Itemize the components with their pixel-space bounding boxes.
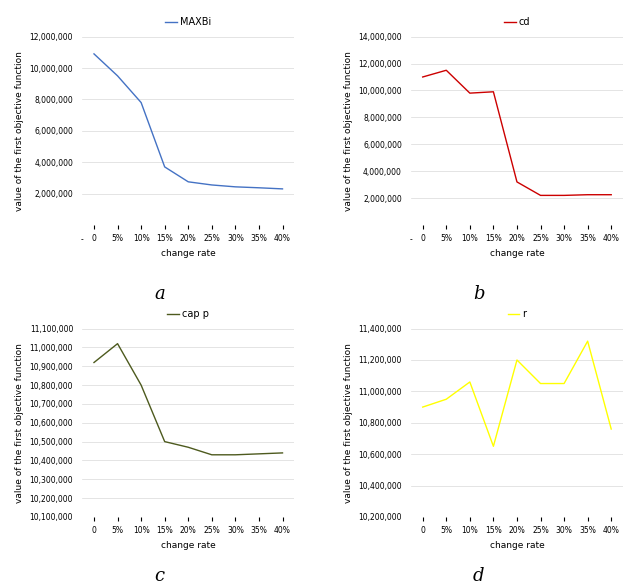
Text: c: c <box>154 567 165 582</box>
r <box>584 338 591 345</box>
cap p <box>161 438 168 445</box>
r <box>419 403 427 410</box>
Y-axis label: value of the first objective function: value of the first objective function <box>344 51 353 211</box>
Y-axis label: value of the first objective function: value of the first objective function <box>344 343 353 503</box>
Line: cd: cd <box>423 70 611 196</box>
Legend: r: r <box>508 309 526 319</box>
cap p <box>232 451 239 458</box>
cd <box>560 192 568 199</box>
MAXBi <box>114 72 121 79</box>
X-axis label: change rate: change rate <box>489 541 544 549</box>
Line: r: r <box>423 341 611 446</box>
MAXBi <box>279 186 286 193</box>
X-axis label: change rate: change rate <box>489 249 544 258</box>
r <box>607 425 615 432</box>
r <box>513 357 521 364</box>
cd <box>466 90 473 97</box>
MAXBi <box>184 178 192 185</box>
cd <box>537 192 544 199</box>
Text: a: a <box>154 285 165 303</box>
cd <box>607 191 615 198</box>
MAXBi <box>90 51 98 58</box>
r <box>442 396 450 403</box>
cap p <box>90 359 98 366</box>
cd <box>584 191 591 198</box>
Line: cap p: cap p <box>94 343 283 455</box>
MAXBi <box>232 183 239 190</box>
Line: MAXBi: MAXBi <box>94 54 283 189</box>
MAXBi <box>161 164 168 171</box>
Legend: cap p: cap p <box>167 309 209 319</box>
cap p <box>184 443 192 450</box>
r <box>560 380 568 387</box>
cap p <box>114 340 121 347</box>
MAXBi <box>137 99 145 106</box>
Y-axis label: value of the first objective function: value of the first objective function <box>15 51 24 211</box>
Y-axis label: value of the first objective function: value of the first objective function <box>15 343 24 503</box>
X-axis label: change rate: change rate <box>161 541 216 549</box>
Text: -: - <box>410 236 412 244</box>
cap p <box>137 382 145 389</box>
r <box>489 443 497 450</box>
Legend: MAXBi: MAXBi <box>165 17 211 27</box>
r <box>466 378 473 385</box>
Text: b: b <box>473 285 484 303</box>
Text: d: d <box>473 567 484 582</box>
cd <box>513 179 521 186</box>
Legend: cd: cd <box>504 17 530 27</box>
cd <box>442 67 450 74</box>
cap p <box>255 450 263 457</box>
cd <box>419 73 427 80</box>
cd <box>489 88 497 95</box>
cap p <box>208 451 216 458</box>
r <box>537 380 544 387</box>
cap p <box>279 449 286 456</box>
Text: -: - <box>81 236 84 244</box>
MAXBi <box>255 184 263 191</box>
MAXBi <box>208 182 216 189</box>
X-axis label: change rate: change rate <box>161 249 216 258</box>
